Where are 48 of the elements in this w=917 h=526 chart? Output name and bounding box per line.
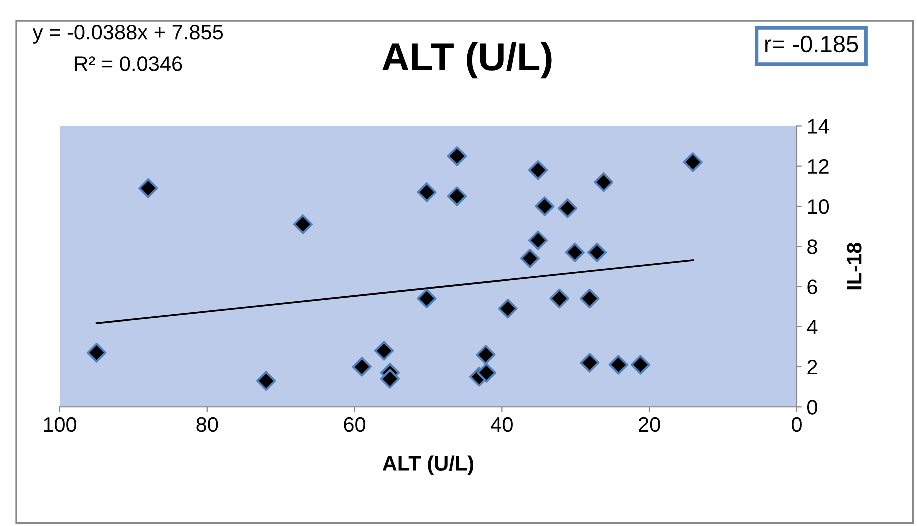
y-tick-label: 10 [808, 199, 830, 214]
x-tick-label: 60 [344, 417, 366, 432]
point [86, 343, 107, 363]
point [447, 146, 468, 166]
point [447, 186, 468, 206]
y-tick-label: 8 [808, 240, 818, 254]
x-tick-label: 40 [491, 417, 513, 432]
point [683, 152, 703, 172]
chart-title: ALT (U/L) [382, 42, 552, 79]
point [256, 371, 276, 391]
point [630, 355, 651, 375]
y-tick-label: 2 [808, 360, 818, 375]
x-tick-label: 100 [44, 417, 77, 432]
y-tick-label: 14 [808, 119, 830, 134]
point [550, 288, 570, 309]
point [417, 288, 437, 309]
y-tick-label: 0 [808, 400, 818, 415]
x-tick-label: 20 [639, 417, 660, 432]
point [594, 172, 614, 192]
point [587, 242, 608, 262]
point [498, 298, 518, 319]
point [608, 355, 628, 375]
point [417, 182, 437, 202]
point [352, 357, 372, 377]
point [535, 196, 555, 216]
point [520, 248, 540, 268]
point [374, 341, 394, 361]
point [580, 288, 600, 309]
y-tick-label: 6 [808, 280, 818, 294]
x-tick-label: 80 [196, 417, 218, 432]
point [565, 242, 585, 262]
y-axis-title: IL-18 [847, 243, 862, 290]
point [528, 230, 548, 250]
y-tick-label: 12 [808, 159, 829, 174]
point [380, 369, 400, 389]
text: y = -0.0388x + 7.855 [32, 25, 224, 44]
x-axis-title: ALT (U/L) [382, 456, 474, 476]
point [293, 214, 314, 234]
y-tick-label: 4 [807, 320, 818, 334]
point [580, 353, 600, 373]
x-tick-label: 0 [792, 417, 802, 432]
point [476, 345, 496, 365]
point [558, 198, 578, 218]
point [528, 160, 548, 180]
point [138, 178, 158, 198]
text: r= -0.185 [766, 36, 858, 53]
text: R² = 0.0346 [75, 56, 182, 72]
point [476, 363, 497, 383]
